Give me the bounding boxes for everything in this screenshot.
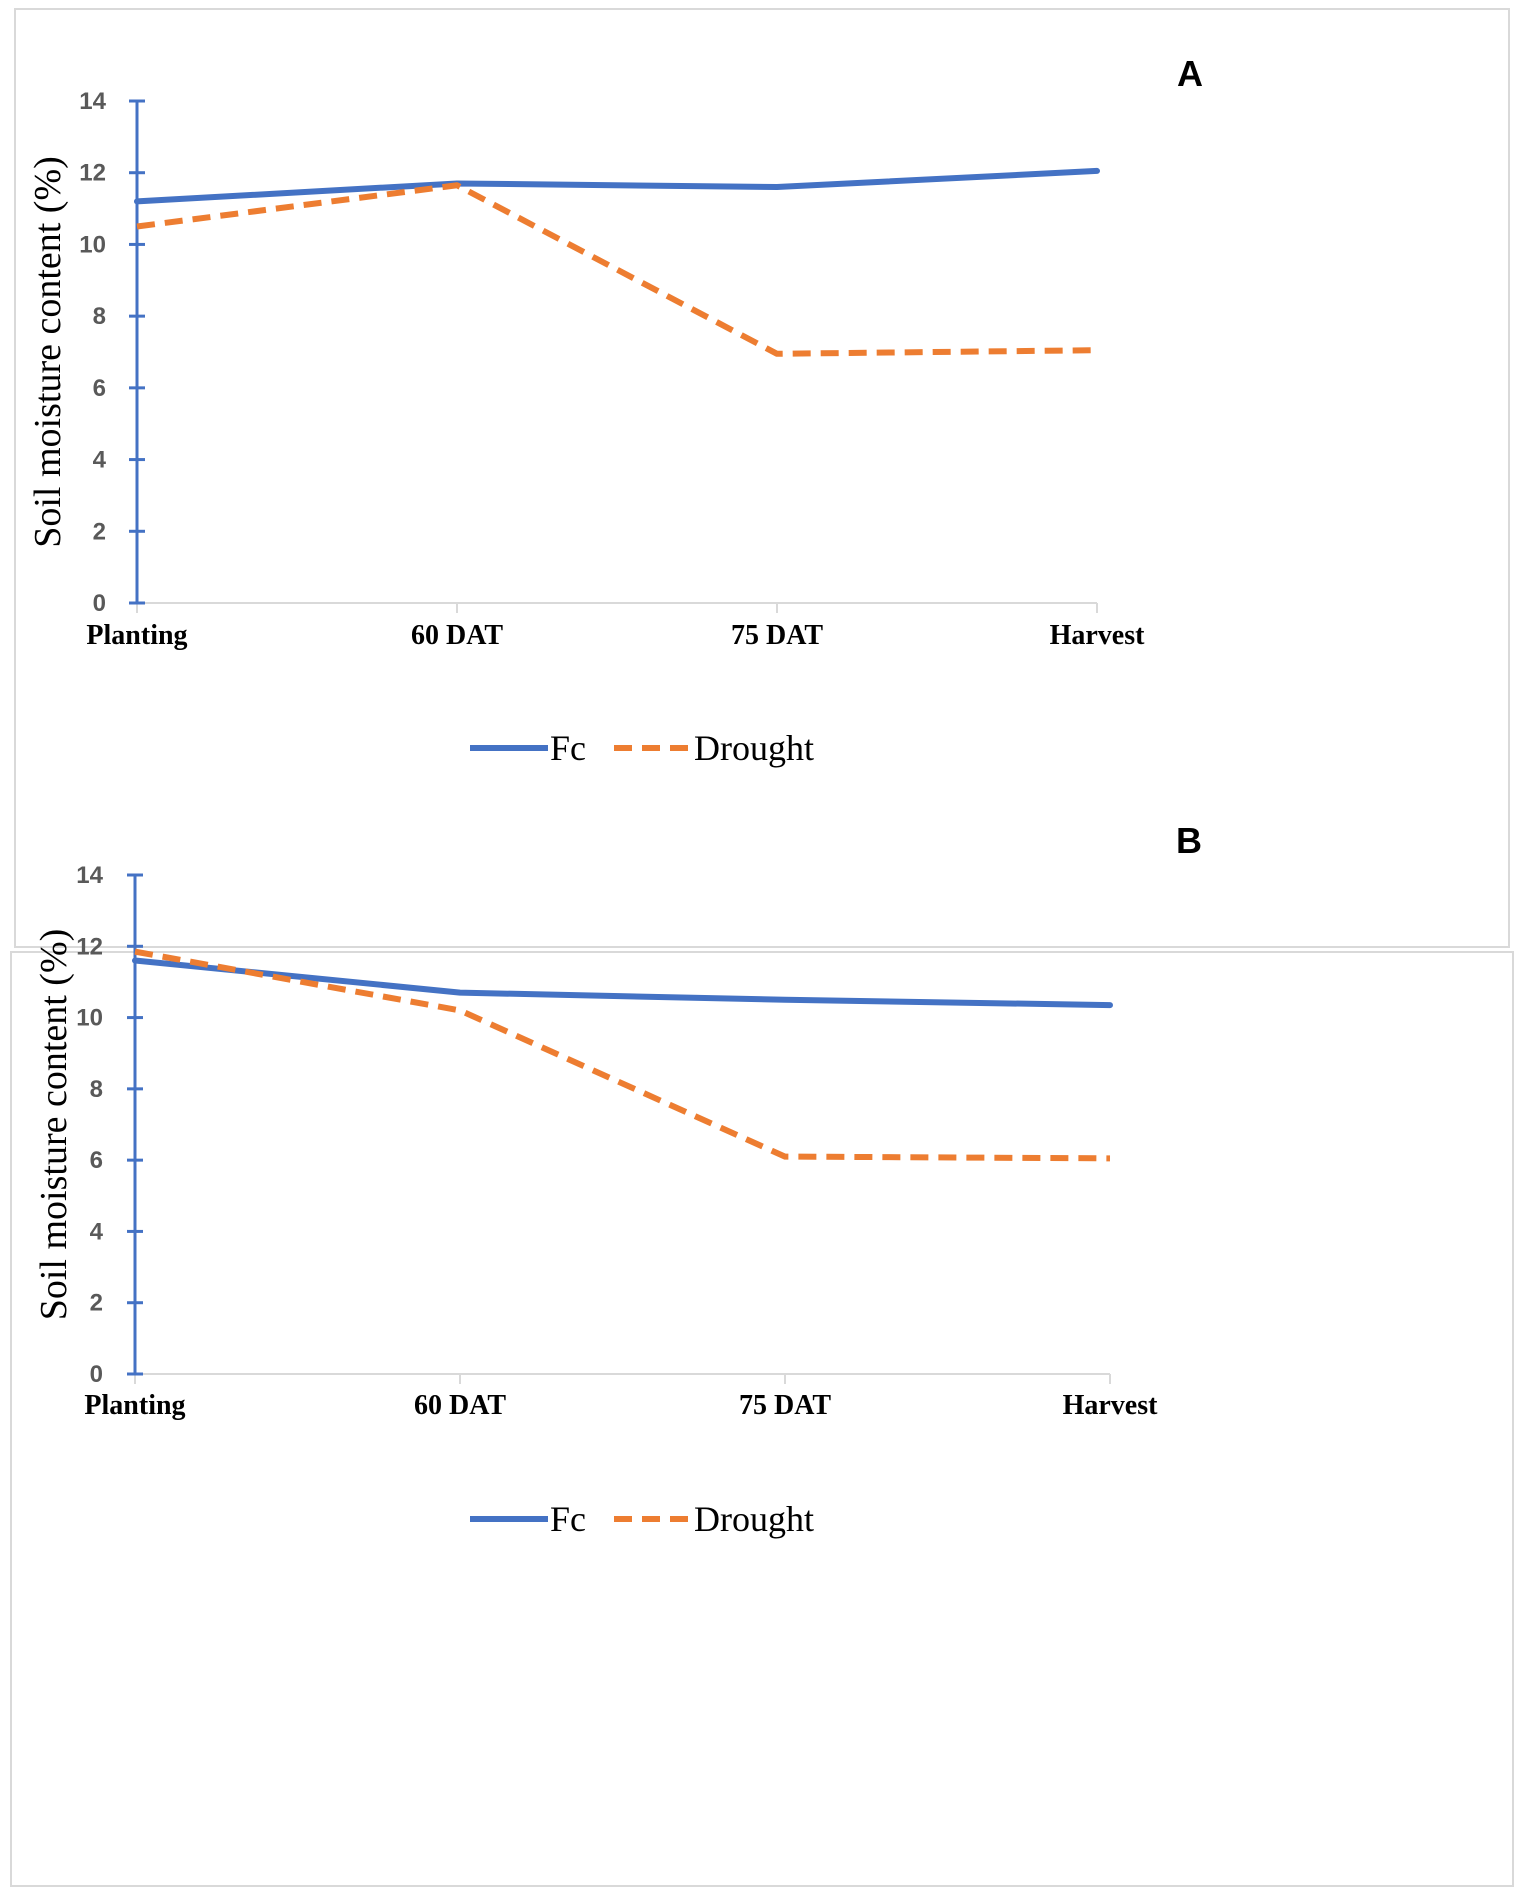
y-tick-label: 2 <box>90 1290 103 1317</box>
legend-label-drought: Drought <box>694 728 814 768</box>
x-tick-label: 60 DAT <box>414 1390 506 1421</box>
y-tick-label: 12 <box>76 933 103 960</box>
y-tick-label: 14 <box>76 862 103 889</box>
series-line-fc <box>132 957 1113 1009</box>
x-tick-label: Harvest <box>1063 1390 1159 1421</box>
y-tick-label: 14 <box>79 88 106 115</box>
x-tick-label: Planting <box>84 1390 185 1421</box>
chart-b: Planting 60 DAT 75 DAT Harvest 0 2 4 6 8 10 12 14 So… <box>33 820 1202 1539</box>
panel-label: B <box>1176 820 1202 861</box>
legend-label-fc: Fc <box>550 728 586 768</box>
y-tick-label: 12 <box>79 160 106 187</box>
x-tick-label: 60 DAT <box>411 620 503 651</box>
series-line-drought <box>134 948 1111 1162</box>
y-tick-label: 8 <box>93 303 106 330</box>
y-tick-label: 10 <box>76 1005 103 1032</box>
y-tick-label: 8 <box>90 1076 103 1103</box>
y-axis-title: Soil moisture content (%) <box>33 929 75 1321</box>
y-tick-label: 0 <box>93 590 106 617</box>
y-tick-label: 6 <box>93 375 106 402</box>
series-line-fc <box>134 167 1100 205</box>
y-tick-label: 10 <box>79 231 106 258</box>
legend-label-fc: Fc <box>550 1499 586 1539</box>
legend-label-drought: Drought <box>694 1499 814 1539</box>
y-tick-label: 4 <box>90 1218 104 1245</box>
chart-panel-a: Planting 60 DAT 75 DAT Harvest 0 2 4 6 8 10 12 14 So… <box>14 8 1510 948</box>
x-tick-label: Harvest <box>1050 620 1146 651</box>
x-tick-label: 75 DAT <box>731 620 823 651</box>
x-tick-label: Planting <box>86 620 187 651</box>
y-tick-label: 2 <box>93 518 106 545</box>
y-tick-label: 6 <box>90 1147 103 1174</box>
chart-a: Planting 60 DAT 75 DAT Harvest 0 2 4 6 8 10 12 14 So… <box>27 53 1203 768</box>
x-tick-label: 75 DAT <box>739 1390 831 1421</box>
y-tick-label: 4 <box>93 447 107 474</box>
panel-label: A <box>1177 53 1203 94</box>
y-tick-label: 0 <box>90 1361 103 1388</box>
series-line-drought <box>136 182 1098 357</box>
y-axis-title: Soil moisture content (%) <box>27 156 69 548</box>
chart-panel-b: Planting 60 DAT 75 DAT Harvest 0 2 4 6 8 10 12 14 So… <box>10 820 1514 1887</box>
